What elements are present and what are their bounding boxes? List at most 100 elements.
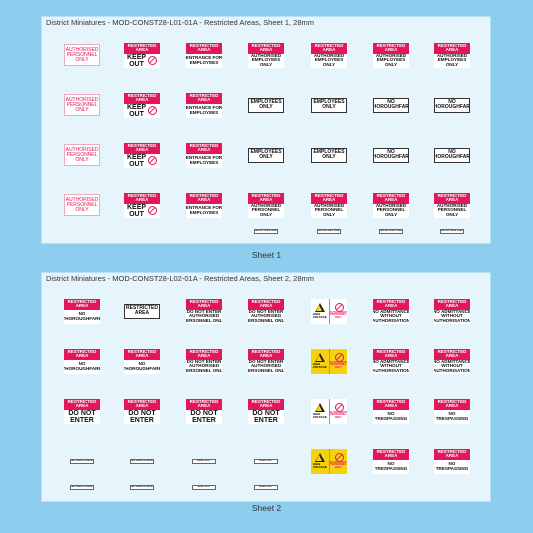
- sign-text: AUTHORISATION: [434, 317, 470, 323]
- sign-header-text: RESTRICTED: [251, 192, 281, 198]
- sign-note: AUTHORISED: [329, 360, 347, 364]
- sign-body: NO ADMITTANCE: [131, 460, 152, 463]
- sign-body: NO ADMITTANCE WITHOUT AUTHORISATION: [434, 359, 470, 374]
- sign-body: NO ADMITTANCE: [131, 486, 152, 489]
- sign: RESTRICTED AREA AUTHORISED PERSONNEL ONLY: [373, 192, 409, 218]
- sign-text: EMPLOYEES: [189, 209, 219, 215]
- sign-text: PERSONNEL: [66, 51, 98, 58]
- sign: RESTRICTED AREA AUTHORISED EMPLOYEES ONLY: [373, 42, 409, 68]
- sign-note: ONLY: [334, 315, 342, 319]
- sign-row: KEEP OUT: [127, 154, 158, 168]
- sign-text: ENTER: [70, 416, 94, 424]
- sign-header-text: AREA: [384, 453, 398, 458]
- sign-text: ONLY: [75, 106, 89, 113]
- sign-text: EMPLOYEES: [313, 99, 345, 105]
- sign: NO ADMITTANCE: [130, 458, 154, 464]
- sign-body: AUTHORISED PERSONNEL ONLY: [66, 145, 99, 165]
- sign: KEEP OUT: [192, 484, 216, 490]
- sign-text: HIGH: [312, 462, 321, 466]
- sign-body: EMPLOYEES ONLY: [250, 99, 281, 112]
- sign-header-text: RESTRICTED: [127, 348, 157, 354]
- sign-text: OUT: [129, 110, 144, 118]
- sign: EMPLOYEES ONLY: [311, 147, 347, 163]
- sign-header-text: RESTRICTED: [251, 298, 281, 304]
- sign: KEEP OUT: [254, 484, 278, 490]
- sign-text: PERSONNEL ONLY: [186, 367, 222, 373]
- sign-body: KEEP OUT: [259, 460, 272, 463]
- sign-text: KEEP OUT: [259, 458, 273, 462]
- sign-header-text: RESTRICTED: [251, 398, 281, 404]
- sign-text: EMPLOYEES: [250, 99, 282, 105]
- sign-note: AUTHORISED: [329, 460, 347, 464]
- sign-text: ONLY: [259, 104, 273, 110]
- sign-header-text: RESTRICTED: [376, 448, 406, 454]
- sign: KEEP OUT: [192, 458, 216, 464]
- sign-body: AUTHORISED EMPLOYEES ONLY: [376, 53, 406, 68]
- sign-header-text: RESTRICTED: [67, 398, 97, 404]
- sign-text: PERSONNEL ONLY: [248, 317, 284, 323]
- sign-body: ENTRANCE FOR EMPLOYEES: [186, 204, 222, 218]
- sign: HIGH VOLTAGE AUTHORISED PERSONNEL ONLY: [311, 298, 347, 324]
- sign-body: ENTRANCE FOR EMPLOYEES: [186, 104, 222, 118]
- sign-header-text: AREA: [259, 197, 273, 202]
- sign-left: HIGH VOLTAGE: [311, 349, 329, 374]
- sign-header-text: RESTRICTED: [127, 42, 157, 48]
- sign-text: ONLY: [75, 156, 89, 163]
- sign: RESTRICTED AREA KEEP OUT: [124, 192, 160, 218]
- sign-text: NO: [138, 360, 146, 366]
- sign-text: DO NOT: [190, 409, 218, 417]
- sign-text: ENTRANCE FOR: [186, 104, 222, 110]
- sign: RESTRICTED AREA DO NOT ENTER: [124, 398, 160, 424]
- sign-header-text: AREA: [197, 197, 211, 202]
- sign-header-text: RESTRICTED: [376, 42, 406, 48]
- sign: RESTRICTED AREA NO THOROUGHFARE: [124, 348, 160, 374]
- sign-left: HIGH VOLTAGE: [311, 299, 329, 324]
- sign-text: ENTER: [192, 416, 216, 424]
- sign-text: THOROUGHFARE: [64, 365, 100, 371]
- sign-body: DO NOT ENTER: [252, 410, 279, 424]
- sign-text: AUTHORISED: [65, 46, 99, 53]
- sign-body: AUTHORISED PERSONNEL ONLY: [66, 45, 99, 65]
- sign-header-text: RESTRICTED: [251, 348, 281, 354]
- sign-body: NO ADMITTANCE WITHOUT AUTHORISATION: [373, 308, 409, 324]
- sign-text: EMPLOYEES ONLY: [379, 228, 403, 232]
- sign: RESTRICTED AREA AUTHORISED EMPLOYEES ONLY: [434, 42, 470, 68]
- sign-text: AUTHORISED: [65, 146, 99, 153]
- sign-header-text: RESTRICTED: [437, 448, 467, 454]
- sign-text: DO NOT ENTER: [186, 308, 222, 314]
- sign-body: ENTRANCE FOR EMPLOYEES: [186, 54, 222, 68]
- sign-header-text: AREA: [259, 403, 273, 408]
- sign-text: VOLTAGE: [312, 315, 327, 319]
- sign-header-text: AREA: [197, 147, 211, 152]
- sign-text: PERSONNEL: [376, 207, 406, 213]
- sign-header: RESTRICTED AREA: [124, 142, 160, 154]
- sign-header-text: AREA: [445, 403, 459, 408]
- sign-body: DO NOT ENTERAUTHORISEDPERSONNEL ONLY: [186, 359, 222, 374]
- sign-text: PERSONNEL: [66, 151, 98, 158]
- sign: EMPLOYEES ONLY: [248, 97, 284, 113]
- sign-text: NO ADMITTANCE: [71, 484, 93, 488]
- sign-note: ONLY: [334, 415, 342, 419]
- sign-text: NO ADMITTANCE: [373, 308, 409, 314]
- sign: AUTHORISED PERSONNEL ONLY: [64, 144, 100, 166]
- sign-body: DO NOT ENTERAUTHORISEDPERSONNEL ONLY: [186, 308, 222, 324]
- sign-text: ONLY: [75, 56, 89, 63]
- no-entry-icon: [334, 352, 344, 362]
- sign-text: AUTHORISED: [65, 96, 99, 103]
- warning-icon: [314, 403, 325, 412]
- sign: RESTRICTED AREA NO TRESPASSING: [434, 398, 470, 424]
- sign-text: HIGH: [312, 412, 321, 416]
- sign-header: RESTRICTED AREA: [434, 192, 470, 204]
- sign-note: PERSONNEL: [330, 413, 347, 417]
- sign-text: NO: [448, 410, 456, 416]
- sign-text: WITHOUT: [380, 313, 402, 319]
- sign-header-text: RESTRICTED: [376, 298, 406, 304]
- sign-body: NO ADMITTANCE WITHOUT AUTHORISATION: [373, 359, 409, 374]
- sign: RESTRICTED AREA DO NOT ENTER: [186, 398, 222, 424]
- sign: EMPLOYEES ONLY: [248, 147, 284, 163]
- sign-body: KEEP OUT: [127, 104, 146, 118]
- sign-header-text: RESTRICTED: [251, 42, 281, 48]
- sign-text: DO NOT: [252, 409, 280, 417]
